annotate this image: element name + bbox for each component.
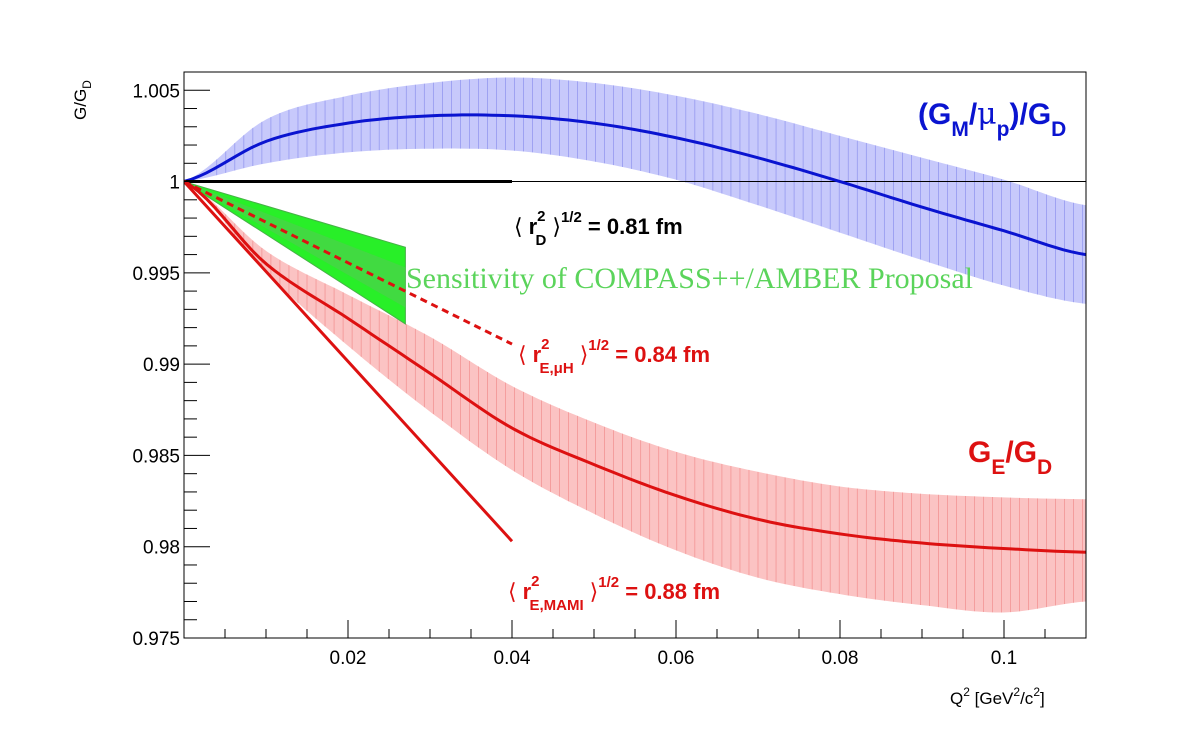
gm-label-sub: M xyxy=(951,118,969,141)
x-axis-title-close: ] xyxy=(1040,689,1045,708)
ge-series-label: GE/GD xyxy=(968,436,1052,479)
reference-line-1 xyxy=(184,180,513,346)
y-tick-label: 1.005 xyxy=(132,81,180,102)
x-tick-label: 0.08 xyxy=(822,648,859,669)
x-axis-title-sup: 2 xyxy=(963,685,970,699)
ge-label-slash: /G xyxy=(1005,436,1037,469)
rmu-rang: ⟩ xyxy=(580,342,589,367)
data-curves xyxy=(184,113,1086,554)
ge-label-d: D xyxy=(1037,456,1052,479)
y-axis-title-main: G/G xyxy=(71,89,90,120)
gm-label-mu: μ xyxy=(977,97,997,132)
gm-label-p: p xyxy=(997,118,1010,141)
gm-label-d: D xyxy=(1051,118,1066,141)
rmami-annotation: ⟨ r2 E,MAMI ⟩1/2 = 0.88 fm xyxy=(508,573,720,614)
x-tick-label: 0.06 xyxy=(658,648,695,669)
ge-label-sub: E xyxy=(991,456,1005,479)
gm-label-slash: / xyxy=(969,98,978,131)
rd-annotation: ⟨ r2 D ⟩1/2 = 0.81 fm xyxy=(514,208,683,249)
rmuh-annotation: ⟨ r2 E,μH ⟩1/2 = 0.84 fm xyxy=(518,336,710,377)
rmu-lang: ⟨ xyxy=(518,342,527,367)
rmu-r: r xyxy=(533,342,542,367)
x-axis-title-unit: [GeV xyxy=(970,689,1014,708)
reference-line-2 xyxy=(184,180,514,543)
y-axis-title-sub: D xyxy=(80,80,94,89)
x-axis-title-unit2: /c xyxy=(1020,689,1034,708)
gm-series-label: (GM/μp)/GD xyxy=(918,97,1066,141)
sensitivity-band-inner xyxy=(184,181,406,308)
series-line-1 xyxy=(184,180,1086,554)
y-tick-label: 0.995 xyxy=(132,264,180,285)
x-axis-title-sup2: 2 xyxy=(1013,685,1020,699)
gm-label-close: )/G xyxy=(1010,98,1052,131)
rmu-pow: 1/2 xyxy=(588,337,609,354)
y-tick-label: 0.98 xyxy=(143,538,180,559)
rma-rang: ⟩ xyxy=(590,579,599,604)
rd-pow: 1/2 xyxy=(561,209,582,226)
y-tick-label: 1 xyxy=(169,173,180,194)
ge-label-main: G xyxy=(968,436,991,469)
y-axis-title: G/GD xyxy=(71,80,94,120)
rd-value: = 0.81 fm xyxy=(582,214,683,239)
rma-sup: 2 xyxy=(531,573,539,590)
y-tick-label: 0.975 xyxy=(132,629,180,650)
axis-tick-labels: 0.02 0.04 0.06 0.08 0.1 0.975 0.98 0.985 0.99 0.9… xyxy=(132,81,1017,669)
rd-sup: 2 xyxy=(537,208,545,225)
rd-r: r xyxy=(529,214,538,239)
rd-rang: ⟩ xyxy=(552,214,561,239)
series-line-0 xyxy=(184,113,1086,257)
rmu-sub: E,μH xyxy=(540,360,574,377)
x-axis-title-sup3: 2 xyxy=(1033,685,1040,699)
band-1 xyxy=(184,181,1086,613)
x-axis-title-q: Q xyxy=(950,689,963,708)
gm-label-open: (G xyxy=(918,98,951,131)
rd-sub: D xyxy=(536,232,547,249)
rmu-sup: 2 xyxy=(541,336,549,353)
rd-lang: ⟨ xyxy=(514,214,523,239)
rma-sub: E,MAMI xyxy=(530,597,584,614)
rmu-value: = 0.84 fm xyxy=(609,342,710,367)
band-0 xyxy=(184,77,1086,304)
axis-ticks xyxy=(183,71,1087,639)
rma-lang: ⟨ xyxy=(508,579,517,604)
y-tick-label: 0.985 xyxy=(132,446,180,467)
sensitivity-label: Sensitivity of COMPASS++/AMBER Proposal xyxy=(406,262,973,295)
rma-value: = 0.88 fm xyxy=(619,579,720,604)
x-tick-label: 0.1 xyxy=(991,648,1017,669)
rma-r: r xyxy=(523,579,532,604)
rma-pow: 1/2 xyxy=(598,574,619,591)
x-axis-title: Q2 [GeV2/c2] xyxy=(950,685,1045,708)
x-tick-label: 0.04 xyxy=(494,648,531,669)
y-tick-label: 0.99 xyxy=(143,355,180,376)
x-tick-label: 0.02 xyxy=(330,648,367,669)
